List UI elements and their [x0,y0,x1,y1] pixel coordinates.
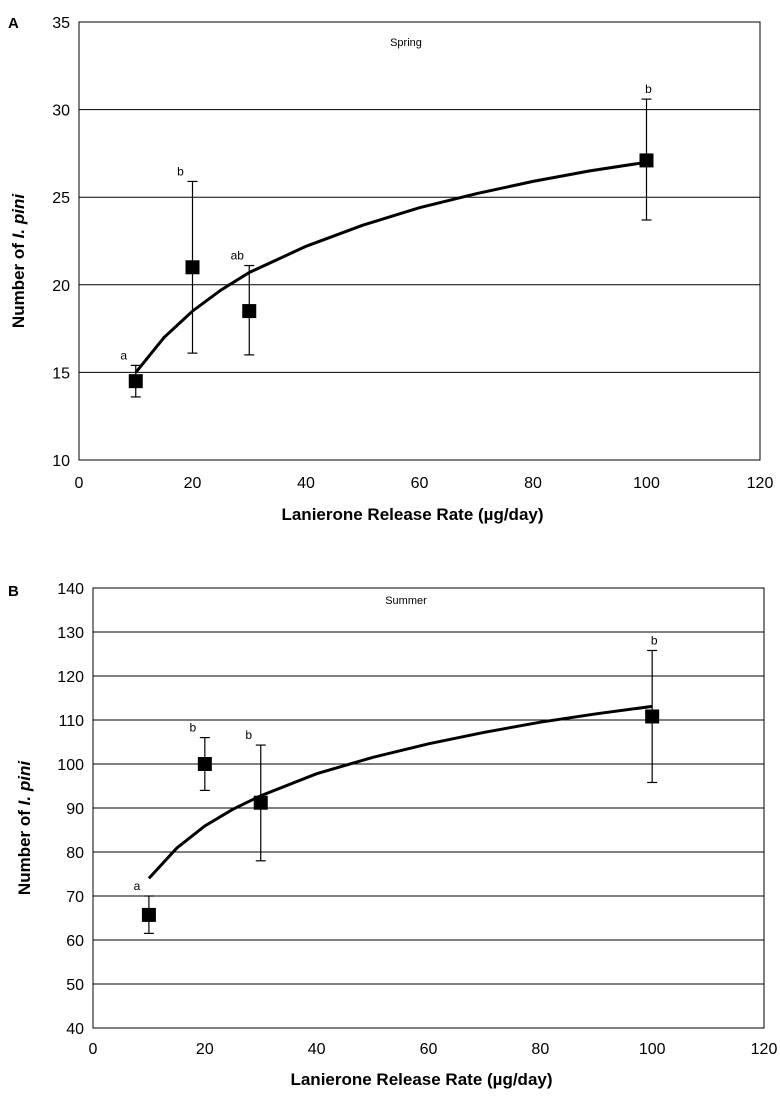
panel-a-data-point [185,260,200,275]
panel-a-season-label: Spring [390,37,422,49]
panel-b-x-tick-label: 20 [196,1041,214,1058]
panel-a-y-tick-label: 35 [52,15,70,32]
panel-b-x-axis-title: Lanierone Release Rate (µg/day) [290,1070,552,1089]
panel-b-x-tick-label: 80 [531,1041,549,1058]
panel-a-y-tick-label: 15 [52,365,70,382]
panel-b-panel-label: B [8,583,19,600]
panel-a-y-tick-label: 10 [52,453,70,470]
panel-b-x-tick-label: 120 [751,1041,778,1058]
panel-a-x-tick-label: 120 [747,475,774,492]
panel-a-x-tick-label: 40 [297,475,315,492]
panel-b-x-tick-label: 60 [420,1041,438,1058]
panel-a-x-tick-label: 80 [524,475,542,492]
panel-b-data-point [141,907,156,922]
panel-a-y-tick-label: 30 [52,103,70,120]
panel-b-chart: 40 50 60 70 80 90 100 110 120 130 140 0 20 40 60 80 100 1… [8,581,777,1089]
panel-a-data-point [128,374,143,389]
panel-a-data-point [242,304,257,319]
panel-b-data-point [197,757,212,771]
panel-a-significance-letter: b [645,82,652,96]
panel-b-significance-letter: a [134,879,141,893]
panel-b-x-tick-label: 40 [308,1041,326,1058]
panel-a-y-axis-title-prefix: Number of [9,238,28,328]
panel-b-y-tick-label: 40 [66,1021,84,1038]
panel-b-x-tick-label: 100 [639,1041,666,1058]
panel-b-y-axis-title: Number of I. pini [15,760,34,895]
panel-b-season-label: Summer [385,595,427,607]
panel-a-x-axis-title: Lanierone Release Rate (µg/day) [281,505,543,524]
panel-b-fit-curve [147,704,653,880]
panel-a-chart: 10 15 20 25 30 35 0 20 40 60 80 100 120 Lanierone Rel… [8,15,773,524]
panel-a-data-point [639,153,654,168]
panel-b-y-tick-label: 90 [66,801,84,818]
panel-a-x-tick-label: 60 [411,475,429,492]
panel-b-plot-frame [92,587,765,1029]
panel-a-y-axis-title-species: I. pini [9,193,28,239]
panel-a-x-tick-label: 0 [75,475,84,492]
panel-a-significance-letter: ab [231,249,245,263]
panel-b-y-tick-label: 80 [66,845,84,862]
panel-b-y-tick-label: 140 [57,581,84,598]
panel-b-y-axis-title-species: I. pini [15,760,34,806]
panel-a-y-tick-label: 25 [52,190,70,207]
panel-a-significance-letter: b [177,164,184,178]
panel-b-y-tick-label: 100 [57,757,84,774]
panel-a-significance-letter: a [120,348,127,362]
panel-b-x-tick-label: 0 [89,1041,98,1058]
panel-b-y-axis-title-prefix: Number of [15,805,34,895]
panel-b-significance-letter: b [651,633,658,647]
panel-a-fit-curve [134,160,647,374]
panel-b-y-tick-label: 120 [57,669,84,686]
panel-a-x-tick-label: 100 [633,475,660,492]
panel-a-y-tick-label: 20 [52,278,70,295]
panel-a-plot-frame [78,21,761,461]
panel-b-significance-letter: b [189,721,196,735]
panel-b-y-tick-label: 70 [66,889,84,906]
panel-a-x-tick-label: 20 [184,475,202,492]
panel-a-panel-label: A [8,15,19,32]
panel-b-data-point [645,709,660,724]
panel-b-y-tick-label: 60 [66,933,84,950]
panel-b-data-point [253,795,268,810]
panel-b-y-tick-label: 130 [57,625,84,642]
panel-b-significance-letter: b [245,728,252,742]
panel-a-y-axis-title: Number of I. pini [9,193,28,328]
panel-b-y-tick-label: 50 [66,977,84,994]
panel-b-y-tick-label: 110 [58,713,84,730]
